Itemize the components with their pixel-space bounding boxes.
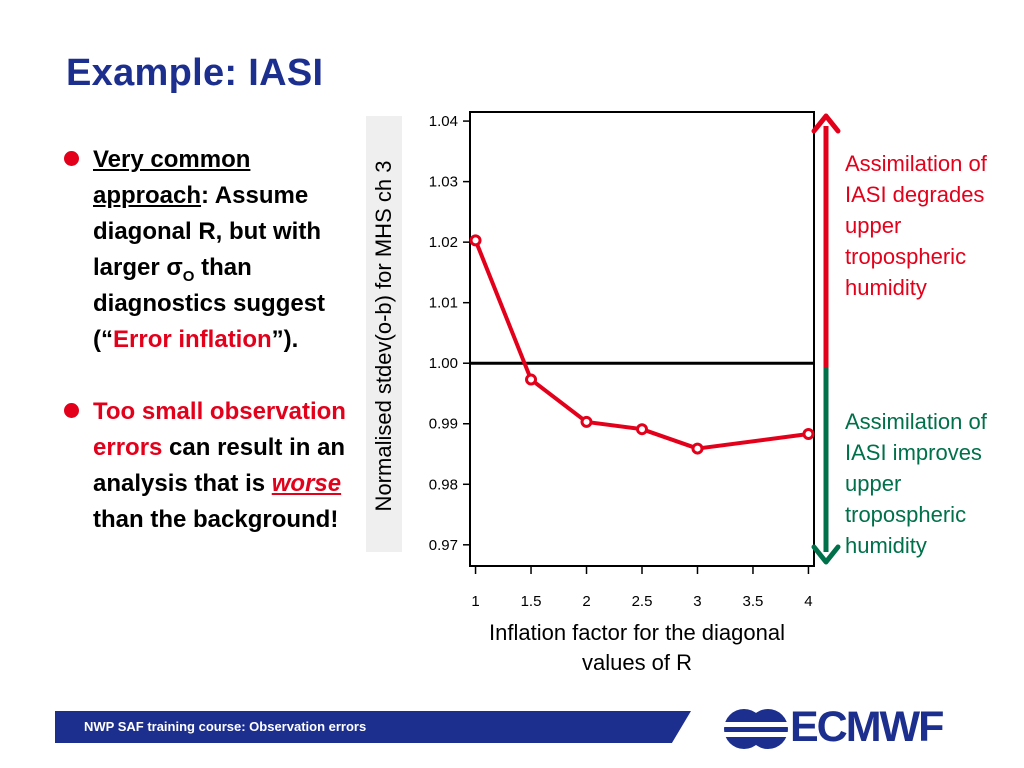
series-group — [469, 234, 815, 455]
y-tick-label: 1.00 — [429, 355, 458, 372]
footer-text: NWP SAF training course: Observation err… — [84, 719, 367, 734]
bullet-2-text-b: than the background! — [93, 506, 339, 533]
data-point — [691, 442, 704, 455]
annotation-degrades: Assimilation of IASI degrades upper trop… — [845, 151, 987, 300]
bullet-dot — [64, 403, 79, 418]
x-axis-caption: Inflation factor for the diagonal values… — [489, 620, 785, 675]
x-axis-ticks: 1 1.5 2 2.5 3 3.5 4 — [471, 567, 813, 610]
data-point — [525, 373, 538, 386]
bullet-1-text-c: ”). — [271, 326, 299, 353]
bullet-dot — [64, 151, 79, 166]
data-point — [802, 428, 815, 441]
x-tick-label: 1.5 — [521, 593, 542, 610]
x-tick-label: 2 — [582, 593, 590, 610]
y-tick-label: 1.04 — [429, 113, 458, 130]
bullet-2-emphasis-worse: worse — [271, 470, 342, 497]
plot-frame — [469, 111, 815, 567]
degrades-arrow — [811, 113, 841, 368]
y-tick-label: 0.97 — [429, 537, 458, 554]
bullet-1-text-b: than diagnostics suggest (“ — [93, 254, 326, 353]
y-tick-label: 0.98 — [429, 476, 458, 493]
x-tick-label: 2.5 — [632, 593, 653, 610]
bullet-item-2: Too small observation errors can result … — [62, 394, 362, 538]
footer-bar — [55, 711, 691, 743]
y-tick-label: 1.02 — [429, 234, 458, 251]
y-tick-label: 1.01 — [429, 295, 458, 312]
bullet-2-emphasis: Too small observation errors — [93, 398, 346, 461]
data-point — [469, 234, 482, 247]
ecmwf-logo-icon — [724, 709, 788, 749]
logo-text: ECMWF — [790, 703, 944, 751]
y-axis-label-background — [366, 116, 402, 552]
data-point — [636, 423, 648, 436]
x-tick-label: 3.5 — [743, 593, 764, 610]
series-line — [473, 239, 809, 451]
bullet-2-text-a: can result in an analysis that is — [93, 434, 346, 497]
bullet-1-text-a: : Assume diagonal R, but with larger σ — [93, 182, 321, 281]
bullet-1-term: Very common approach — [93, 146, 251, 209]
y-axis-ticks: 0.97 0.98 0.99 1.00 1.01 1.02 1.03 1.04 — [429, 113, 470, 554]
y-tick-label: 1.03 — [429, 174, 458, 191]
x-tick-label: 4 — [804, 593, 812, 610]
bullet-item-1: Very common approach: Assume diagonal R,… — [62, 142, 362, 358]
x-tick-label: 1 — [471, 593, 479, 610]
bullet-1-subscript: O — [182, 267, 195, 285]
improves-arrow — [811, 368, 841, 565]
x-tick-label: 3 — [693, 593, 701, 610]
bullet-1-emphasis: Error inflation — [113, 326, 272, 353]
annotation-improves: Assimilation of IASI improves upper trop… — [845, 409, 987, 558]
y-tick-label: 0.99 — [429, 416, 458, 433]
slide-title: Example: IASI — [66, 52, 324, 94]
data-point — [580, 415, 593, 428]
bullet-list: Very common approach: Assume diagonal R,… — [62, 142, 362, 538]
